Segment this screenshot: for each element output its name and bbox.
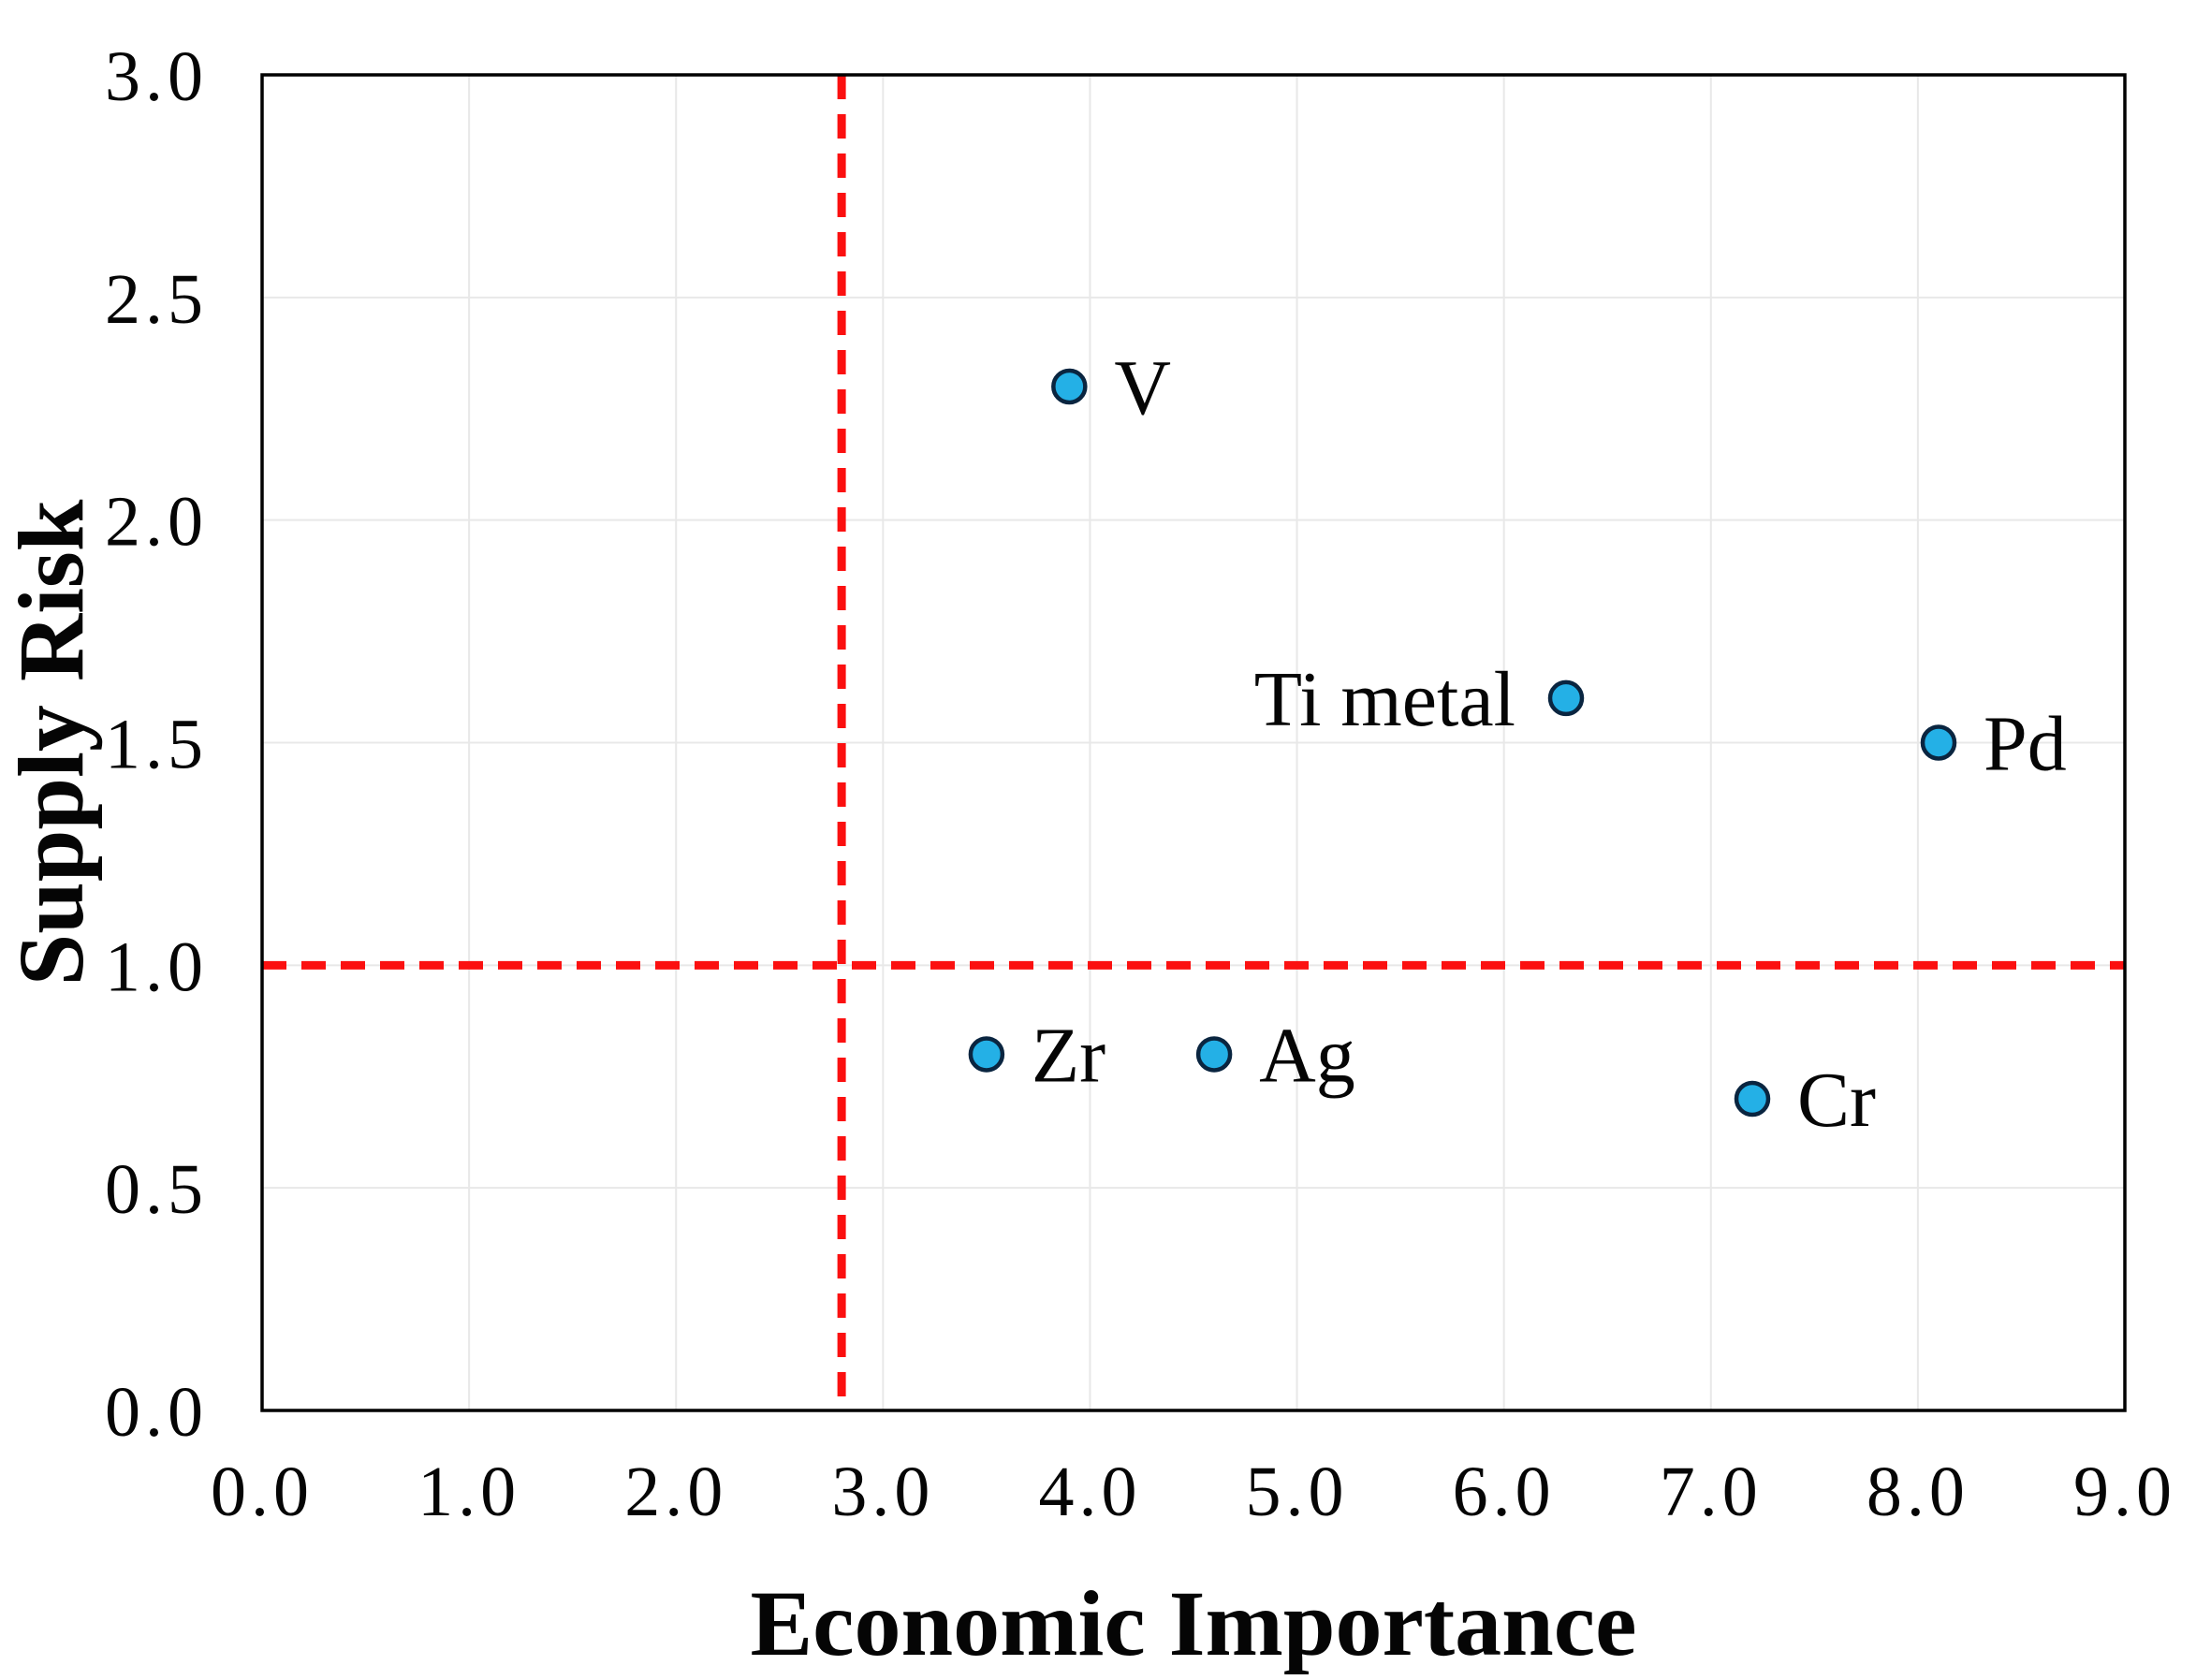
data-point-label: Pd [1984, 701, 2067, 788]
data-point-marker [1195, 1036, 1233, 1073]
y-tick-label: 2.0 [105, 483, 208, 562]
data-point-label: Zr [1032, 1012, 1105, 1099]
plot-border [260, 73, 2127, 1412]
x-axis-title: Economic Importance [750, 1571, 1636, 1675]
y-tick-label: 0.0 [105, 1373, 208, 1452]
x-tick-label: 1.0 [417, 1453, 520, 1531]
data-point-marker [1051, 368, 1088, 405]
x-tick-label: 4.0 [1038, 1453, 1141, 1531]
data-point-label: Cr [1797, 1057, 1876, 1144]
x-tick-label: 8.0 [1867, 1453, 1969, 1531]
x-tick-label: 6.0 [1453, 1453, 1556, 1531]
data-point-marker [968, 1036, 1005, 1073]
x-tick-label: 7.0 [1660, 1453, 1763, 1531]
x-tick-label: 9.0 [2073, 1453, 2176, 1531]
data-point-label: Ag [1259, 1012, 1355, 1099]
x-tick-label: 2.0 [624, 1453, 727, 1531]
y-tick-label: 1.5 [105, 706, 208, 784]
data-point-label: Ti metal [1254, 656, 1515, 743]
y-axis-title: Supply Risk [0, 499, 103, 986]
data-point-marker [1547, 679, 1585, 717]
y-tick-label: 2.5 [105, 260, 208, 339]
y-tick-label: 0.5 [105, 1150, 208, 1229]
x-tick-label: 0.0 [211, 1453, 314, 1531]
data-point-marker [1920, 724, 1957, 761]
data-point-marker [1734, 1080, 1771, 1118]
y-tick-label: 1.0 [105, 928, 208, 1006]
x-tick-label: 5.0 [1246, 1453, 1349, 1531]
x-tick-label: 3.0 [831, 1453, 934, 1531]
data-point-label: V [1114, 344, 1171, 431]
y-tick-label: 3.0 [105, 37, 208, 116]
